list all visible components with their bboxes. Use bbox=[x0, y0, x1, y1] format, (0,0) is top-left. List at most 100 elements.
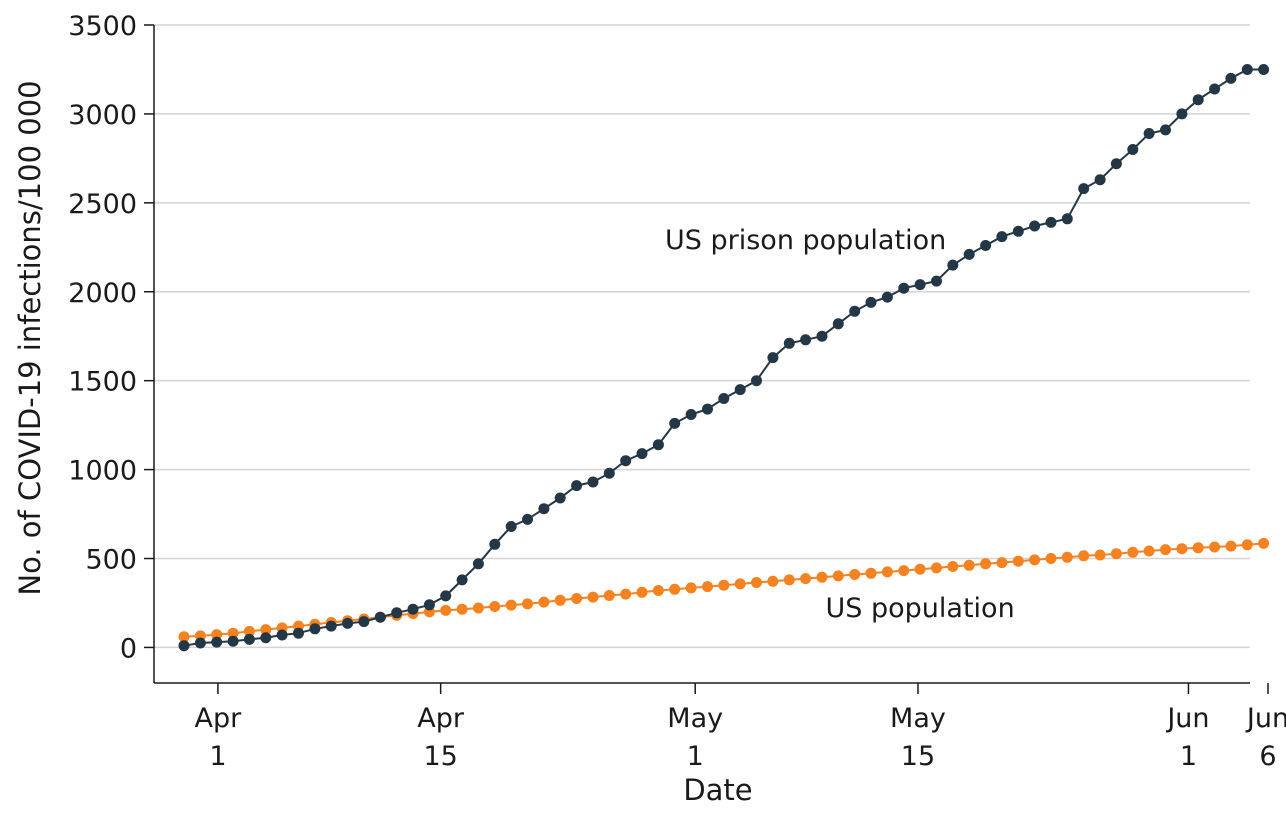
data-point bbox=[1061, 213, 1073, 225]
data-point bbox=[685, 582, 697, 594]
y-tick-label: 2500 bbox=[68, 189, 137, 220]
data-point bbox=[358, 616, 370, 628]
y-ticks: 0 500 1000 1500 2000 2500 3000 3500 bbox=[68, 11, 154, 664]
data-point bbox=[243, 625, 255, 637]
data-point bbox=[636, 448, 648, 460]
data-point bbox=[685, 409, 697, 420]
data-point bbox=[587, 591, 599, 603]
data-point bbox=[1192, 94, 1204, 106]
data-point bbox=[1012, 555, 1024, 567]
data-point bbox=[947, 259, 959, 271]
x-axis-title: Date bbox=[683, 773, 752, 807]
data-point bbox=[227, 627, 239, 639]
x-tick-label-month: Apr bbox=[417, 703, 465, 734]
data-point bbox=[391, 607, 403, 619]
data-point bbox=[669, 417, 681, 429]
x-tick-label-day: 15 bbox=[423, 741, 457, 772]
x-tick-label-month: Jun bbox=[1245, 703, 1286, 734]
data-point bbox=[1143, 128, 1155, 139]
data-point bbox=[194, 637, 206, 649]
x-tick-label-month: May bbox=[890, 703, 946, 734]
data-point bbox=[1078, 550, 1090, 562]
data-point bbox=[1094, 549, 1106, 561]
data-point bbox=[702, 403, 713, 415]
data-point bbox=[489, 601, 501, 612]
data-point bbox=[718, 579, 730, 591]
data-point bbox=[505, 599, 517, 611]
data-point bbox=[1258, 64, 1270, 75]
data-point bbox=[783, 574, 795, 586]
data-point bbox=[881, 291, 893, 303]
y-tick-label: 0 bbox=[120, 633, 137, 664]
series-label: US population bbox=[826, 593, 1015, 624]
data-point bbox=[489, 538, 501, 550]
y-axis-title: No. of COVID-19 infections/100 000 bbox=[13, 80, 47, 595]
data-point bbox=[816, 571, 828, 583]
x-tick-label-day: 1 bbox=[209, 741, 226, 772]
x-tick-label-day: 6 bbox=[1259, 741, 1276, 772]
x-tick-label-month: Apr bbox=[195, 703, 243, 734]
data-point bbox=[751, 577, 762, 588]
data-point bbox=[505, 521, 517, 532]
data-point bbox=[734, 578, 746, 590]
data-point bbox=[1127, 144, 1139, 155]
data-point bbox=[472, 602, 484, 614]
data-point bbox=[620, 455, 632, 467]
data-point bbox=[849, 305, 861, 317]
y-tick-label: 1500 bbox=[68, 367, 137, 398]
data-point bbox=[996, 557, 1008, 569]
data-point bbox=[751, 375, 762, 387]
data-point bbox=[178, 631, 190, 643]
data-point bbox=[522, 598, 533, 610]
data-point bbox=[1176, 108, 1188, 120]
data-point bbox=[1110, 158, 1122, 170]
data-point bbox=[980, 240, 992, 251]
data-point bbox=[423, 599, 435, 611]
data-point bbox=[963, 559, 975, 571]
data-point bbox=[865, 296, 877, 308]
data-point bbox=[1110, 548, 1122, 560]
data-point bbox=[1143, 545, 1155, 557]
data-point bbox=[309, 623, 321, 635]
data-point bbox=[620, 588, 632, 600]
data-point bbox=[456, 603, 468, 615]
data-point bbox=[603, 590, 615, 601]
data-point bbox=[963, 248, 975, 260]
data-point bbox=[472, 558, 484, 570]
data-point bbox=[669, 583, 681, 595]
data-point bbox=[1045, 216, 1057, 228]
y-tick-label: 3000 bbox=[68, 100, 137, 131]
data-point bbox=[718, 393, 730, 404]
x-tick-label-day: 15 bbox=[901, 741, 935, 772]
data-point bbox=[832, 570, 844, 582]
data-point bbox=[914, 279, 926, 291]
data-point bbox=[178, 640, 190, 652]
axes bbox=[153, 25, 1250, 684]
data-point bbox=[325, 620, 337, 632]
data-point bbox=[407, 603, 419, 615]
data-point bbox=[800, 334, 812, 346]
data-point bbox=[702, 581, 713, 593]
y-tick-label: 1000 bbox=[68, 456, 137, 487]
data-point bbox=[440, 590, 452, 602]
data-point bbox=[734, 384, 746, 396]
data-point bbox=[898, 565, 910, 577]
data-point bbox=[1127, 546, 1139, 558]
data-point bbox=[1094, 174, 1106, 186]
series bbox=[178, 64, 1270, 652]
y-tick-label: 500 bbox=[85, 545, 137, 576]
data-point bbox=[931, 562, 942, 574]
data-point bbox=[1225, 540, 1237, 552]
data-point bbox=[816, 330, 828, 342]
data-point bbox=[1160, 544, 1171, 556]
data-point bbox=[980, 558, 992, 570]
data-point bbox=[293, 627, 304, 639]
data-point bbox=[1012, 225, 1024, 237]
series-group bbox=[178, 537, 1270, 643]
data-point bbox=[571, 593, 583, 604]
data-point bbox=[914, 563, 926, 575]
data-point bbox=[783, 337, 795, 349]
x-ticks: Apr 1 Apr 15 May 1 May 15 Jun 1 Jun 6 bbox=[195, 683, 1286, 772]
data-point bbox=[587, 476, 599, 488]
data-point bbox=[276, 629, 288, 641]
